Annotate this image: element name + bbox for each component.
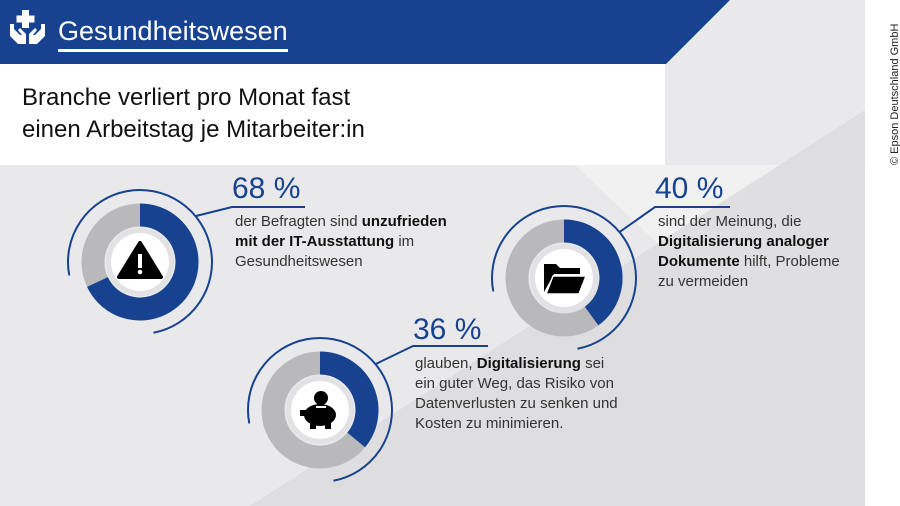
headline-line-2: einen Arbeitstag je Mitarbeiter:in bbox=[22, 116, 365, 143]
stat-1-value: 68 % bbox=[232, 172, 301, 205]
donut-value-arc bbox=[87, 203, 199, 321]
piggy-bank-leg bbox=[310, 420, 316, 429]
donut-outer-arc bbox=[247, 337, 393, 482]
headline: Branche verliert pro Monat fast einen Ar… bbox=[22, 82, 365, 146]
folder-icon bbox=[544, 264, 580, 292]
callout-line bbox=[195, 206, 305, 218]
piggy-bank-snout bbox=[300, 410, 306, 416]
callout-line bbox=[618, 206, 730, 233]
warning-icon-mark bbox=[138, 254, 142, 268]
donut-outer-arc bbox=[67, 189, 213, 334]
headline-line-1: Branche verliert pro Monat fast bbox=[22, 84, 351, 111]
stat-1-text: der Befragten sind unzufrieden mit der I… bbox=[235, 213, 447, 270]
donut-outer-arc bbox=[491, 205, 637, 350]
warning-icon-dot bbox=[137, 269, 143, 275]
donut-value-arc bbox=[563, 219, 623, 326]
piggy-bank-slot bbox=[316, 406, 326, 408]
stat-2-text: sind der Meinung, die Digitalisierung an… bbox=[658, 213, 840, 290]
stat-3-text: glauben, Digitalisierung sei ein guter W… bbox=[415, 355, 618, 432]
folder-icon-front bbox=[544, 275, 588, 295]
header-band bbox=[0, 0, 730, 64]
donut-value-arc bbox=[319, 351, 379, 448]
piggy-bank-leg bbox=[325, 420, 331, 429]
stat-3-value: 36 % bbox=[413, 313, 482, 346]
stat-2-value: 40 % bbox=[655, 172, 724, 205]
callout-line bbox=[375, 345, 488, 366]
header-title: Gesundheitswesen bbox=[58, 14, 288, 52]
piggy-bank-coin bbox=[314, 391, 328, 405]
hands-cross-icon bbox=[10, 10, 45, 44]
copyright: © Epson Deutschland GmbH bbox=[889, 23, 900, 165]
